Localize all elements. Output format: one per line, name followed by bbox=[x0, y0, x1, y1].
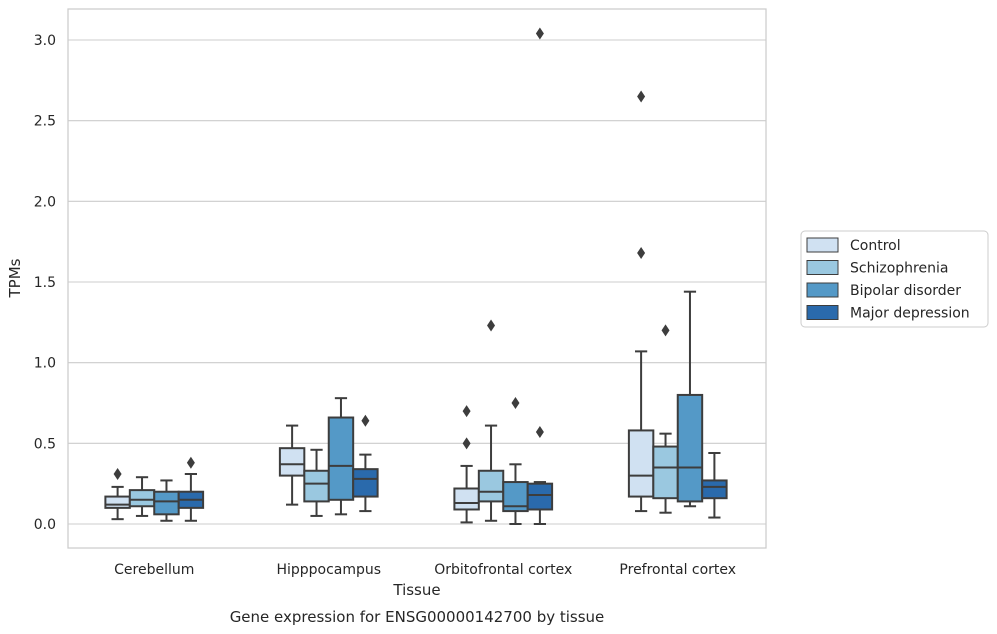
outlier-point bbox=[462, 405, 471, 418]
iqr-box bbox=[303, 469, 330, 503]
box-bipolar-disorder bbox=[153, 479, 180, 522]
y-tick-label: 1.0 bbox=[34, 356, 56, 372]
box-major-depression bbox=[352, 414, 379, 513]
y-gridlines bbox=[68, 39, 766, 525]
y-axis-ticks: 0.0 0.5 1.0 1.5 2.0 2.5 3.0 bbox=[34, 33, 56, 533]
iqr-box bbox=[627, 429, 655, 498]
chart-caption: Gene expression for ENSG00000142700 by t… bbox=[230, 608, 605, 626]
outlier-point bbox=[361, 414, 370, 427]
y-tick-label: 0.5 bbox=[34, 436, 56, 452]
outlier-point bbox=[637, 246, 646, 259]
x-tick-label: Prefrontal cortex bbox=[619, 562, 736, 578]
iqr-box bbox=[352, 468, 379, 498]
box-bipolar-disorder bbox=[502, 397, 529, 525]
box-schizophrenia bbox=[477, 319, 505, 522]
box-bipolar-disorder bbox=[327, 397, 355, 516]
iqr-box bbox=[104, 495, 131, 509]
y-tick-label: 2.0 bbox=[34, 194, 56, 210]
iqr-box bbox=[278, 447, 306, 477]
box-control bbox=[104, 467, 131, 521]
iqr-box bbox=[327, 416, 355, 501]
x-tick-label: Orbitofrontal cortex bbox=[434, 562, 572, 578]
outlier-point bbox=[511, 397, 520, 409]
x-axis-label: Tissue bbox=[392, 581, 440, 599]
y-tick-label: 0.0 bbox=[34, 517, 56, 533]
outlier-point bbox=[113, 467, 122, 480]
legend-label: Control bbox=[850, 238, 901, 254]
legend-swatch bbox=[806, 282, 839, 298]
plot-frame bbox=[67, 8, 767, 549]
outlier-point bbox=[661, 324, 670, 337]
x-tick-label: Cerebellum bbox=[114, 562, 194, 578]
iqr-box bbox=[453, 487, 480, 511]
iqr-box bbox=[526, 482, 554, 511]
box-schizophrenia bbox=[652, 324, 679, 514]
legend-frame bbox=[800, 230, 989, 328]
legend-label: Schizophrenia bbox=[850, 261, 948, 277]
outlier-point bbox=[637, 90, 646, 103]
outlier-point bbox=[535, 426, 544, 439]
box-control bbox=[453, 405, 480, 524]
y-tick-label: 2.5 bbox=[34, 114, 56, 130]
legend-label: Major depression bbox=[850, 306, 970, 322]
iqr-box bbox=[676, 393, 704, 503]
box-schizophrenia bbox=[303, 448, 330, 517]
box-major-depression bbox=[526, 27, 554, 525]
x-axis-ticks: Cerebellum Hipppocampus Orbitofrontal cort… bbox=[114, 562, 736, 578]
legend-label: Bipolar disorder bbox=[850, 283, 961, 299]
iqr-box bbox=[701, 479, 728, 500]
outlier-point bbox=[462, 437, 471, 450]
box-major-depression bbox=[701, 452, 728, 519]
x-tick-label: Hipppocampus bbox=[276, 562, 381, 578]
outlier-point bbox=[186, 456, 195, 469]
y-tick-label: 3.0 bbox=[34, 33, 56, 49]
legend-swatch bbox=[806, 260, 839, 275]
box-control bbox=[627, 90, 655, 513]
plot-area bbox=[104, 27, 728, 525]
box-major-depression bbox=[177, 456, 205, 522]
legend: Control Schizophrenia Bipolar disorder Majo… bbox=[800, 230, 989, 328]
legend-swatch bbox=[806, 305, 839, 320]
y-tick-label: 1.5 bbox=[34, 275, 56, 291]
outlier-point bbox=[535, 27, 544, 40]
box-control bbox=[278, 424, 306, 506]
legend-swatch bbox=[806, 237, 839, 253]
box-schizophrenia bbox=[128, 476, 156, 517]
iqr-box bbox=[128, 489, 156, 508]
y-axis-label: TPMs bbox=[6, 258, 24, 298]
box-bipolar-disorder bbox=[676, 290, 704, 508]
iqr-box bbox=[477, 469, 505, 503]
outlier-point bbox=[487, 319, 496, 332]
iqr-box bbox=[652, 445, 679, 500]
iqr-box bbox=[153, 490, 180, 516]
